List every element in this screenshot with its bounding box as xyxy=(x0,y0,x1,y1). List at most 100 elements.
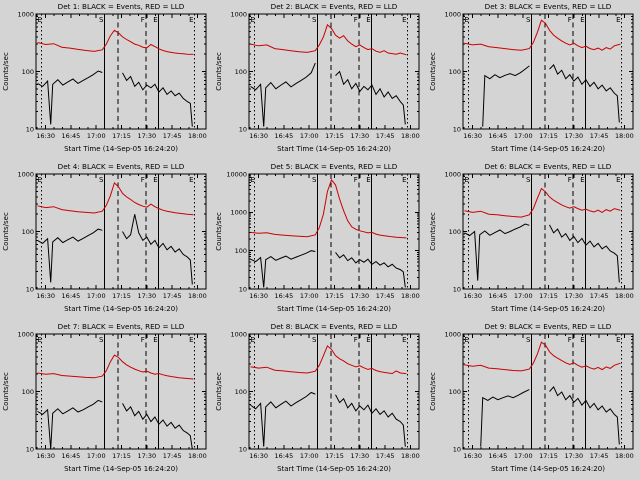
x-axis-label: Start Time (14-Sep-05 16:24:20) xyxy=(277,145,391,153)
flag-label-F: F xyxy=(567,16,571,24)
x-axis-label: Start Time (14-Sep-05 16:24:20) xyxy=(277,465,391,473)
x-tick-label: 17:30 xyxy=(137,292,156,300)
y-tick-label: 100 xyxy=(235,388,247,396)
x-axis xyxy=(36,14,198,130)
x-tick-label: 17:15 xyxy=(539,452,558,460)
y-tick-label: 100 xyxy=(235,68,247,76)
events-line xyxy=(250,250,407,288)
x-tick-label: 17:00 xyxy=(300,292,319,300)
flag-label-E: E xyxy=(189,176,193,184)
flag-label-E: E xyxy=(367,176,371,184)
flag-label-E: E xyxy=(616,336,620,344)
y-axis xyxy=(36,333,207,450)
x-tick-label: 16:30 xyxy=(463,292,482,300)
y-tick-label: 100 xyxy=(448,228,460,236)
x-tick-label: 17:00 xyxy=(514,452,533,460)
flag-lines xyxy=(467,14,622,130)
x-axis-label: Start Time (14-Sep-05 16:24:20) xyxy=(64,305,178,313)
x-tick-label: 17:15 xyxy=(325,132,344,140)
flag-label-F: F xyxy=(141,336,145,344)
events-line xyxy=(463,223,620,283)
chart-det9: Det 9: BLACK = Events, RED = LLD 16:30 16:… xyxy=(429,322,634,473)
x-tick-label: 17:30 xyxy=(564,452,583,460)
flag-label-S: S xyxy=(99,176,104,184)
y-axis xyxy=(462,173,633,290)
y-tick-label: 100 xyxy=(22,388,34,396)
flag-label-E: E xyxy=(153,16,157,24)
y-axis xyxy=(462,333,633,450)
chart-det4: Det 4: BLACK = Events, RED = LLD 16:30 16:… xyxy=(2,162,207,313)
y-tick-label: 1000 xyxy=(444,10,461,18)
lld-line xyxy=(37,29,194,55)
x-tick-label: 17:30 xyxy=(137,452,156,460)
x-tick-label: 17:45 xyxy=(376,132,395,140)
y-tick-label: 10000 xyxy=(227,170,248,178)
y-tick-label: 100 xyxy=(22,68,34,76)
y-tick-label: 1000 xyxy=(231,10,248,18)
x-tick-label: 17:45 xyxy=(589,452,608,460)
x-tick-label: 17:45 xyxy=(376,452,395,460)
flag-label-E: E xyxy=(464,16,468,24)
x-tick-label: 17:00 xyxy=(514,292,533,300)
x-axis xyxy=(463,14,625,130)
x-tick-label: 17:30 xyxy=(137,132,156,140)
events-line xyxy=(37,70,193,127)
y-tick-label: 10 xyxy=(239,445,247,453)
x-axis xyxy=(250,334,412,450)
x-tick-label: 18:00 xyxy=(188,292,207,300)
y-tick-label: 1000 xyxy=(17,10,34,18)
flag-label-E: E xyxy=(367,16,371,24)
x-tick-label: 17:00 xyxy=(514,132,533,140)
panel-det5: Det 5: BLACK = Events, RED = LLD 16:30 16:… xyxy=(213,160,426,320)
y-axis xyxy=(462,13,633,130)
y-axis-label: Counts/sec xyxy=(429,52,437,91)
events-line xyxy=(481,64,620,127)
y-tick-label: 1000 xyxy=(17,170,34,178)
x-tick-label: 18:00 xyxy=(188,132,207,140)
flag-label-F: F xyxy=(567,336,571,344)
chart-det7: Det 7: BLACK = Events, RED = LLD 16:30 16:… xyxy=(2,322,207,473)
lld-line xyxy=(464,187,621,218)
x-tick-label: 17:15 xyxy=(539,132,558,140)
x-tick-label: 16:45 xyxy=(275,292,294,300)
lld-line xyxy=(464,341,621,372)
x-tick-label: 16:30 xyxy=(250,132,269,140)
flag-label-S: S xyxy=(99,16,104,24)
lld-line xyxy=(250,23,407,56)
y-axis-label: Counts/sec xyxy=(215,372,223,411)
y-axis-label: Counts/sec xyxy=(215,52,223,91)
flag-label-S: S xyxy=(312,176,317,184)
x-tick-label: 17:45 xyxy=(376,292,395,300)
plot-frame xyxy=(248,173,420,290)
y-tick-label: 10 xyxy=(239,285,247,293)
flag-label-E: E xyxy=(580,176,584,184)
x-tick-label: 17:30 xyxy=(351,132,370,140)
panel-det8: Det 8: BLACK = Events, RED = LLD 16:30 16:… xyxy=(213,320,426,480)
x-tick-label: 17:30 xyxy=(351,452,370,460)
x-tick-label: 16:45 xyxy=(62,452,81,460)
flag-lines xyxy=(254,334,409,450)
y-tick-label: 1000 xyxy=(17,330,34,338)
plot-frame xyxy=(35,333,207,450)
y-tick-label: 1000 xyxy=(231,209,248,217)
flag-label-E: E xyxy=(153,336,157,344)
flag-label-S: S xyxy=(526,16,531,24)
flag-lines xyxy=(41,334,195,450)
y-tick-label: 10 xyxy=(452,285,460,293)
flag-label-E: E xyxy=(251,16,255,24)
chart-det6: Det 6: BLACK = Events, RED = LLD 16:30 16:… xyxy=(429,162,634,313)
plot-frame xyxy=(248,13,420,130)
panel-title: Det 5: BLACK = Events, RED = LLD xyxy=(271,162,398,171)
chart-det8: Det 8: BLACK = Events, RED = LLD 16:30 16:… xyxy=(215,322,420,473)
flag-lines xyxy=(254,14,409,130)
y-tick-label: 10 xyxy=(452,445,460,453)
flag-label-E: E xyxy=(464,336,468,344)
events-line xyxy=(37,214,193,285)
flag-label-S: S xyxy=(312,336,317,344)
x-tick-label: 16:30 xyxy=(463,132,482,140)
panel-title: Det 8: BLACK = Events, RED = LLD xyxy=(271,322,398,331)
x-tick-label: 17:30 xyxy=(351,292,370,300)
x-tick-label: 17:15 xyxy=(325,452,344,460)
y-tick-label: 100 xyxy=(448,68,460,76)
flag-lines xyxy=(467,334,622,450)
